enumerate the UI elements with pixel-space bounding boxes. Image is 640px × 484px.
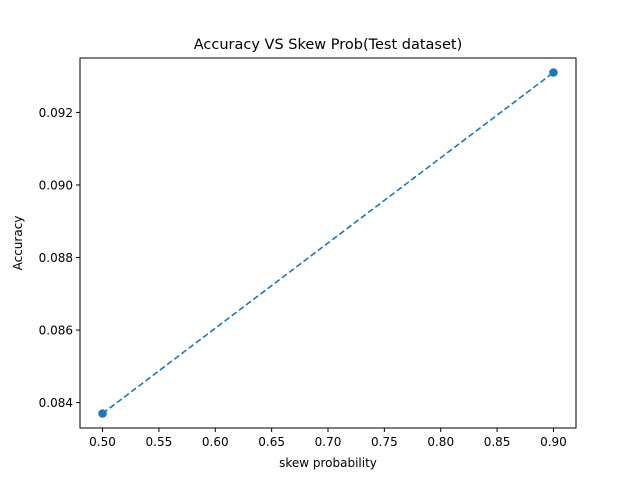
x-tick-label: 0.65: [258, 435, 285, 449]
x-axis-label: skew probability: [279, 456, 377, 470]
x-tick-label: 0.60: [202, 435, 229, 449]
x-tick-label: 0.75: [371, 435, 398, 449]
x-tick-label: 0.85: [484, 435, 511, 449]
x-tick-label: 0.50: [89, 435, 116, 449]
x-tick-label: 0.80: [427, 435, 454, 449]
y-axis-ticks: 0.084 0.086 0.088 0.090 0.092: [39, 106, 80, 410]
plot-frame: [79, 57, 577, 429]
y-tick-label: 0.086: [39, 324, 73, 338]
chart-title: Accuracy VS Skew Prob(Test dataset): [194, 37, 463, 53]
y-tick-label: 0.088: [39, 251, 73, 265]
y-tick-label: 0.090: [39, 178, 73, 192]
series-line: [102, 71, 554, 415]
y-tick-label: 0.092: [39, 106, 73, 120]
x-axis-ticks: 0.50 0.55 0.60 0.65 0.70 0.75 0.80 0.85 0.90: [89, 428, 567, 449]
data-point: [549, 68, 558, 77]
x-tick-label: 0.90: [540, 435, 567, 449]
y-axis-label: Accuracy: [11, 216, 25, 271]
data-point: [98, 409, 107, 418]
plot-area: [98, 68, 558, 418]
x-tick-label: 0.70: [315, 435, 342, 449]
x-tick-label: 0.55: [146, 435, 173, 449]
y-tick-label: 0.084: [39, 396, 73, 410]
